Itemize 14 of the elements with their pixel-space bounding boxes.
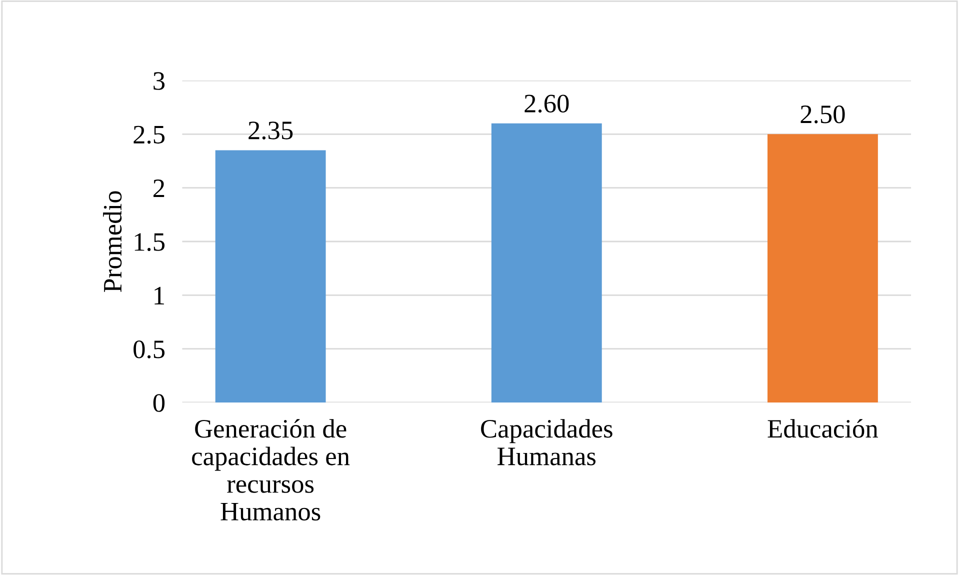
y-tick-label: 3 bbox=[154, 72, 165, 90]
data-label: 2.60 bbox=[524, 94, 569, 113]
data-label: 2.35 bbox=[248, 122, 293, 140]
y-tick-label: 0 bbox=[153, 394, 165, 412]
y-tick-label: 1.5 bbox=[134, 233, 165, 252]
data-label: 2.50 bbox=[800, 105, 845, 124]
y-tick-label: 1 bbox=[154, 286, 164, 304]
y-tick-label: 2.5 bbox=[134, 126, 165, 144]
y-tick-label: 0.5 bbox=[134, 340, 165, 358]
y-tick-label: 2 bbox=[154, 180, 164, 197]
x-tick-label: Generación de capacidades en recursos Humanos bbox=[192, 419, 350, 521]
x-tick-label: Capacidades Humanas bbox=[481, 419, 612, 466]
x-tick-label: Educación bbox=[768, 419, 878, 438]
y-axis-title: Promedio bbox=[103, 191, 122, 292]
